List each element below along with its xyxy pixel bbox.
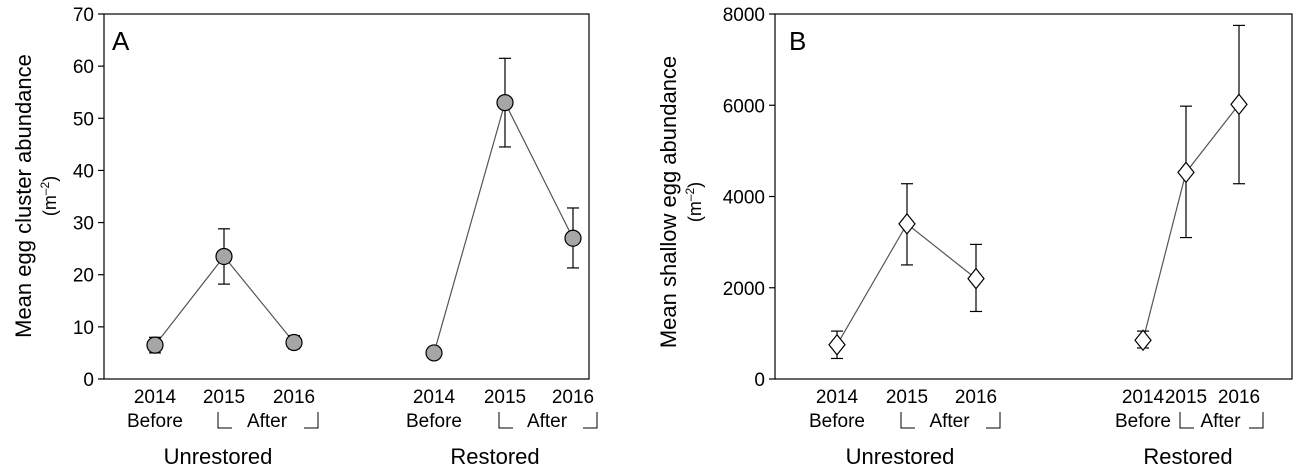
panel-b: B Mean shallow egg abundance (m–2) 0 2000… [656, 5, 1293, 469]
panel-a-unit-sup: –2 [38, 182, 52, 196]
panel-a-plot-frame [103, 13, 590, 380]
panel-a-before-label: Before [127, 411, 183, 432]
panel-a-before-label: Before [406, 411, 462, 432]
panel-a-year-label: 2015 [203, 387, 245, 408]
panel-b-unit-close: ) [685, 182, 705, 188]
panel-b-after-label: After [1200, 411, 1241, 432]
panel-a-after-label: After [527, 411, 568, 432]
panel-a-after-bracket-right [583, 412, 598, 429]
panel-a-after-bracket-left [498, 412, 513, 429]
panel-a-unit-close: ) [40, 176, 60, 182]
panel-a-group-label: Unrestored [164, 444, 273, 469]
panel-a-y-axis-unit: (m–2) [38, 176, 60, 216]
panel-a-data-point [564, 229, 582, 247]
panel-b-label: B [789, 26, 806, 56]
panel-a-y-tick-label: 30 [73, 214, 94, 235]
panel-a-y-tick-label: 50 [73, 109, 94, 130]
panel-b-y-tick-label: 2000 [723, 279, 765, 300]
panel-b-year-label: 2014 [816, 387, 859, 408]
panel-b-y-tick-label: 8000 [723, 5, 765, 26]
panel-a: A Mean egg cluster abundance (m–2) 0 10 20… [11, 5, 598, 469]
panel-a-data-point [496, 94, 514, 112]
panel-b-before-label: Before [809, 411, 865, 432]
panel-a-year-label: 2014 [134, 387, 177, 408]
panel-b-data-point [828, 333, 846, 356]
panel-b-before-label: Before [1115, 411, 1171, 432]
panel-b-data-point [898, 212, 916, 235]
panel-a-data-point [425, 344, 443, 362]
panel-a-y-axis-title: Mean egg cluster abundance [11, 54, 36, 338]
panel-b-year-label: 2015 [1165, 387, 1207, 408]
panel-a-y-tick-label: 70 [73, 5, 94, 26]
panel-a-y-tick-label: 40 [73, 161, 94, 182]
panel-b-data-point [1177, 161, 1195, 184]
panel-a-data-point [215, 247, 233, 266]
panel-a-year-label: 2015 [484, 387, 526, 408]
panel-b-after-label: After [929, 411, 970, 432]
panel-b-y-tick-label: 0 [754, 370, 765, 391]
panel-b-group-label: Unrestored [846, 444, 955, 469]
panel-a-year-label: 2014 [413, 387, 456, 408]
panel-b-after-bracket-right [986, 412, 1001, 429]
panel-b-data-point [1134, 329, 1152, 352]
panel-b-y-axis-unit: (m–2) [683, 182, 705, 222]
panel-b-year-label: 2014 [1122, 387, 1165, 408]
panel-b-year-label: 2015 [886, 387, 928, 408]
panel-a-unit-open: (m [40, 195, 60, 216]
panel-b-y-tick-label: 4000 [723, 188, 765, 209]
panel-a-group-label: Restored [450, 444, 539, 469]
panel-a-year-label: 2016 [273, 387, 315, 408]
panel-a-series-line-restored [433, 100, 574, 354]
panel-a-after-label: After [247, 411, 288, 432]
panel-a-data-point [146, 336, 164, 354]
panel-b-data-point [967, 267, 985, 290]
panel-b-after-bracket-left [900, 412, 915, 429]
panel-b-year-label: 2016 [1218, 387, 1260, 408]
panel-a-data-point [285, 333, 303, 352]
panel-b-year-label: 2016 [955, 387, 997, 408]
panel-a-y-tick-label: 10 [73, 318, 94, 339]
panel-b-y-tick-label: 6000 [723, 96, 765, 117]
panel-a-y-tick-label: 0 [83, 370, 94, 391]
panel-a-after-bracket-right [304, 412, 319, 429]
panel-a-y-tick-label: 60 [73, 57, 94, 78]
panel-b-plot-frame [774, 13, 1293, 380]
panel-b-unit-sup: –2 [683, 188, 697, 202]
panel-b-series-line-restored [1142, 103, 1240, 341]
panel-a-y-tick-label: 20 [73, 266, 94, 287]
panel-b-after-bracket-right [1249, 412, 1264, 429]
panel-b-group-label: Restored [1143, 444, 1232, 469]
panel-b-data-point [1230, 93, 1248, 116]
panel-b-y-axis-title: Mean shallow egg abundance [656, 56, 681, 348]
panel-a-label: A [112, 26, 130, 56]
panel-a-after-bracket-left [217, 412, 232, 429]
panel-b-after-bracket-left [1179, 412, 1194, 429]
panel-a-year-label: 2016 [552, 387, 594, 408]
panel-b-unit-open: (m [685, 201, 705, 222]
